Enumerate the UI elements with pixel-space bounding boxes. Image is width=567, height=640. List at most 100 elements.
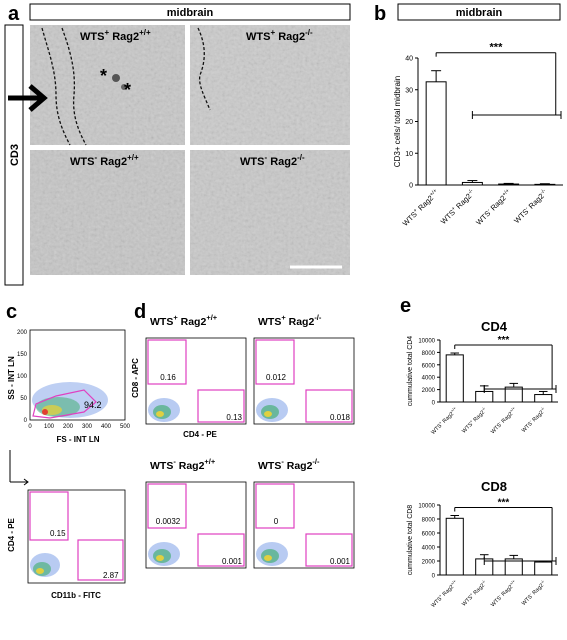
gate-box-cd8 — [255, 339, 295, 385]
axis-label-cd11b: CD11b - FITC — [51, 591, 101, 600]
category-label: WTS+ Rag2+/+ — [430, 579, 460, 609]
svg-text:200: 200 — [17, 330, 28, 336]
svg-text:300: 300 — [82, 424, 93, 430]
flow-plot-title: WTS+ Rag2+/+ — [150, 313, 218, 328]
gate-box-cd4 — [305, 533, 353, 567]
y-tick-label: 10 — [405, 151, 413, 158]
density-cloud — [156, 411, 164, 417]
y-tick-label: 10000 — [418, 504, 435, 510]
gate-box-cd4 — [197, 533, 245, 567]
category-label: WTS- Rag2+/+ — [474, 188, 513, 227]
axis-label-fs: FS - INT LN — [56, 435, 99, 444]
y-tick-label: 0 — [432, 401, 436, 407]
gate-box-cd8 — [147, 483, 187, 529]
gate-value-cd8: 0.012 — [266, 373, 287, 382]
flow-plot-title: WTS+ Rag2-/- — [258, 313, 322, 328]
panel-label-a: a — [8, 3, 20, 25]
flow-plots-d: WTS+ Rag2+/+ 0.16 0.13 WTS+ Rag2-/- 0.012 0.0… — [145, 313, 355, 569]
y-tick-label: 6000 — [422, 532, 436, 538]
flow-plot-cd4-cd8: WTS+ Rag2-/- 0.012 0.018 — [253, 313, 355, 425]
bar — [475, 390, 494, 403]
y-tick-label: 30 — [405, 87, 413, 94]
y-tick-label: 40 — [405, 56, 413, 63]
y-tick-label: 2000 — [422, 560, 436, 566]
micrograph-wts-pos-rag-pos — [30, 25, 185, 145]
chart-cd8: 0 2000 4000 6000 8000 10000 WTS+ Rag2+/+WTS+ R… — [407, 479, 558, 609]
svg-text:150: 150 — [17, 352, 28, 358]
cd3-positive-cell — [112, 74, 120, 82]
ventricle-border-line — [41, 27, 71, 146]
axis-label-cd8-apc: CD8 - APC — [131, 358, 140, 398]
panel-label-c: c — [6, 301, 17, 323]
chart-title: CD8 — [481, 479, 507, 494]
chart-title: CD4 — [481, 319, 508, 334]
y-tick-label: 4000 — [422, 546, 436, 552]
ventricle-border-line — [61, 27, 87, 146]
svg-text:100: 100 — [17, 374, 28, 380]
category-label: WTS+ Rag2+/+ — [401, 188, 441, 228]
flow-plot-cd4-cd8: WTS+ Rag2+/+ 0.16 0.13 — [145, 313, 247, 425]
gate-value-cd8: 0.0032 — [156, 517, 181, 526]
micrograph-wts-pos-rag-neg — [190, 25, 350, 145]
bar — [534, 561, 553, 576]
gate-value-upper: 0.15 — [50, 529, 66, 538]
significance-label: *** — [490, 42, 504, 54]
gate-box — [77, 539, 124, 581]
significance-label: *** — [498, 498, 510, 509]
density-cloud — [264, 555, 272, 561]
panel-label-b: b — [374, 3, 386, 25]
gate-value-cd4: 0.018 — [330, 413, 351, 422]
density-cloud — [264, 411, 272, 417]
asterisk-marker: * — [124, 80, 131, 100]
category-label: WTS+ Rag2+/+ — [430, 406, 460, 436]
y-tick-label: 8000 — [422, 518, 436, 524]
density-cloud — [156, 555, 164, 561]
y-tick-label: 20 — [405, 119, 413, 126]
chart-title: midbrain — [456, 7, 503, 19]
gate-value-lymphocytes: 94.2 — [84, 400, 102, 410]
micrograph-title-1: WTS+ Rag2+/+ — [80, 28, 151, 43]
gate-value-cd4: 0.001 — [330, 557, 351, 566]
region-header-a: midbrain — [167, 7, 214, 19]
stain-label-cd3: CD3 — [9, 144, 21, 166]
svg-text:200: 200 — [63, 424, 74, 430]
category-label: WTS- Rag2+/+ — [489, 406, 518, 435]
gate-box-cd4 — [197, 389, 245, 423]
flow-plot-cd4-cd8: WTS- Rag2+/+ 0.0032 0.001 — [145, 457, 247, 569]
gate-value-cd4: 0.001 — [222, 557, 243, 566]
flow-plot-fs-ss: 94.2 — [29, 329, 126, 421]
y-axis-label: cummulative total CD4 — [407, 336, 414, 407]
svg-text:50: 50 — [20, 396, 27, 402]
ventricle-border-line — [197, 27, 211, 111]
category-label: WTS+ Rag2-/- — [460, 579, 489, 608]
category-label: WTS+ Rag2-/- — [460, 406, 489, 435]
y-axis-label: CD3+ cells/ total midbrain — [393, 76, 402, 167]
gate-value-cd8: 0.16 — [160, 373, 176, 382]
y-tick-label: 10000 — [418, 339, 435, 345]
gate-box — [29, 491, 69, 541]
gate-value-cd4: 0.13 — [226, 413, 242, 422]
micrograph-wts-neg-rag-neg — [190, 150, 350, 275]
stain-label-box — [4, 24, 24, 286]
y-tick-label: 4000 — [422, 376, 436, 382]
cd3-positive-cell — [121, 84, 127, 90]
category-label: WTS- Rag2-/- — [520, 579, 548, 607]
flow-plot-cd4-cd8: WTS- Rag2-/- 0 0.001 — [253, 457, 355, 569]
svg-text:100: 100 — [44, 424, 55, 430]
bar — [445, 517, 464, 576]
y-tick-label: 2000 — [422, 388, 436, 394]
svg-text:0: 0 — [28, 424, 32, 430]
bar — [445, 354, 464, 403]
micrograph-wts-neg-rag-pos — [30, 150, 185, 275]
micrograph-title-2: WTS+ Rag2-/- — [246, 28, 313, 43]
y-tick-label: 8000 — [422, 351, 436, 357]
axis-label-cd4-pe: CD4 - PE — [7, 517, 16, 551]
panel-label-d: d — [134, 301, 146, 323]
y-tick-label: 0 — [409, 183, 413, 190]
y-axis-label: cummulative total CD8 — [407, 505, 414, 576]
chart-title-box-b — [397, 3, 561, 21]
chart-cd4: 0 2000 4000 6000 8000 10000 WTS+ Rag2+/+WTS+ R… — [407, 319, 558, 436]
flow-arrow-c — [9, 450, 29, 486]
flow-plot-title: WTS- Rag2-/- — [258, 457, 320, 472]
